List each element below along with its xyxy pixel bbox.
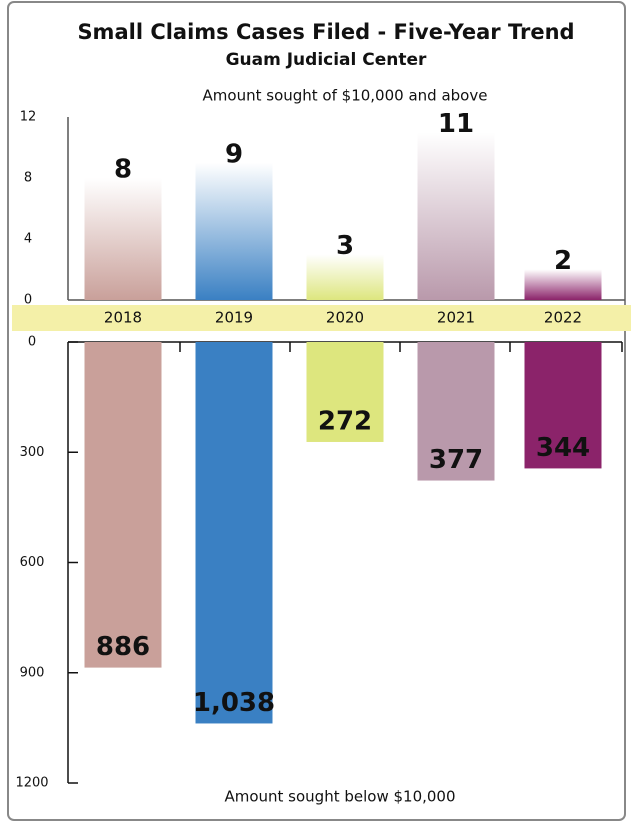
y-tick-label: 0: [28, 335, 36, 350]
value-label: 11: [438, 109, 474, 139]
chart-title: Small Claims Cases Filed - Five-Year Tre…: [77, 20, 574, 44]
bar: [417, 342, 495, 481]
y-tick-label: 1200: [15, 776, 48, 791]
x-tick-label: 2019: [215, 309, 253, 327]
bottom-label: Amount sought below $10,000: [224, 788, 455, 806]
value-label: 8: [114, 155, 132, 185]
x-tick-label: 2018: [104, 309, 142, 327]
y-tick-label: 600: [20, 555, 45, 570]
bar: [524, 269, 602, 300]
bar: [84, 178, 162, 300]
value-label: 272: [318, 406, 372, 436]
value-label: 2: [554, 246, 572, 276]
top-label: Amount sought of $10,000 and above: [203, 87, 488, 105]
value-label: 344: [536, 433, 590, 463]
bar: [306, 254, 384, 300]
x-tick-label: 2021: [437, 309, 475, 327]
value-label: 377: [429, 445, 483, 475]
bar: [195, 342, 273, 724]
category-band: [12, 305, 631, 331]
y-tick-label: 900: [20, 665, 45, 680]
value-label: 3: [336, 231, 354, 261]
bar: [417, 132, 495, 300]
bar: [195, 162, 273, 300]
y-tick-label: 12: [20, 110, 37, 125]
y-tick-label: 4: [24, 232, 32, 247]
value-label: 9: [225, 139, 243, 169]
value-label: 1,038: [193, 688, 275, 718]
bar: [84, 342, 162, 668]
bar: [524, 342, 602, 469]
x-tick-label: 2022: [544, 309, 582, 327]
y-tick-label: 0: [24, 293, 32, 308]
x-tick-label: 2020: [326, 309, 364, 327]
y-tick-label: 8: [24, 171, 32, 186]
chart-subtitle: Guam Judicial Center: [226, 50, 427, 70]
value-label: 886: [96, 632, 150, 662]
bar: [306, 342, 384, 442]
y-tick-label: 300: [20, 445, 45, 460]
